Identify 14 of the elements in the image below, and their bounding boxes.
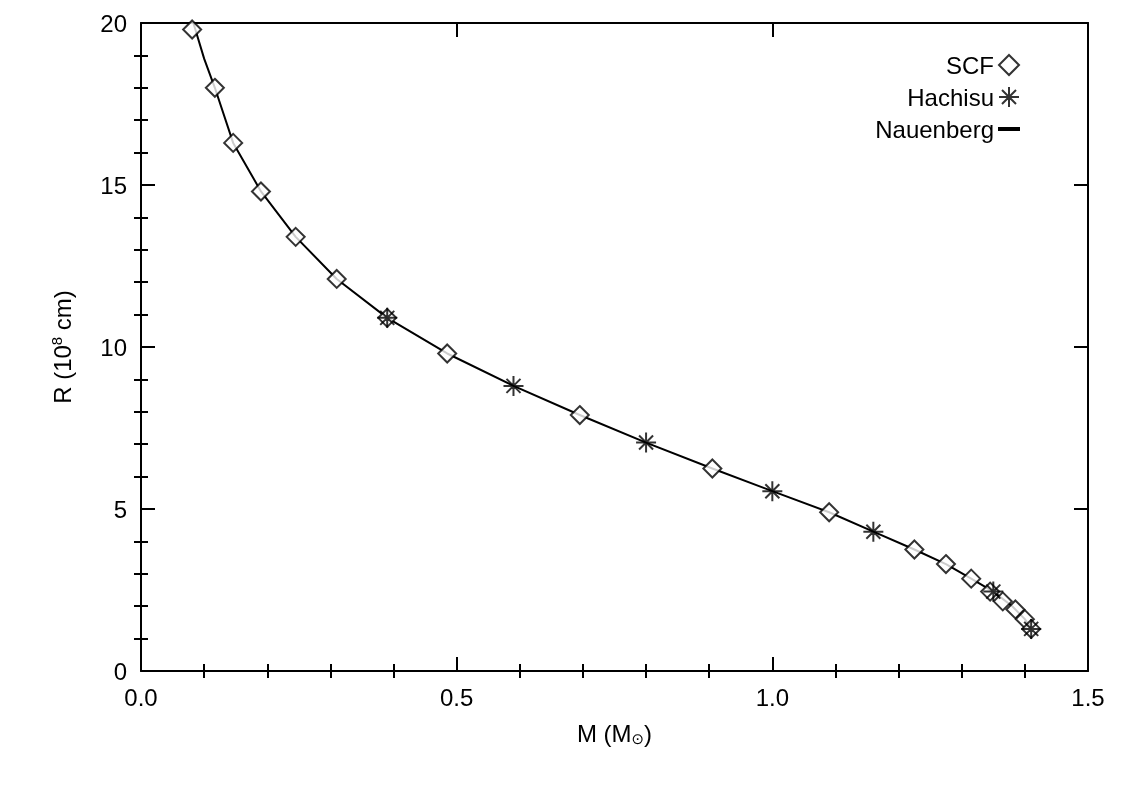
y-tick-label: 5 <box>113 495 127 523</box>
x-tick-label: 0.0 <box>124 683 158 711</box>
y-tick-label: 10 <box>100 333 127 361</box>
legend-label: Nauenberg <box>875 115 994 143</box>
legend-label: Hachisu <box>907 83 994 111</box>
y-axis-title: R (108 cm) <box>48 290 76 404</box>
y-tick-label: 0 <box>113 657 127 685</box>
x-axis-title: M (M⊙) <box>576 720 653 747</box>
legend-label: SCF <box>946 51 994 79</box>
x-tick-label: 1.5 <box>1071 683 1105 711</box>
x-tick-label: 1.0 <box>755 683 790 711</box>
y-tick-label: 20 <box>100 9 127 37</box>
x-tick-label: 0.5 <box>439 683 474 711</box>
y-tick-label: 15 <box>100 171 127 199</box>
